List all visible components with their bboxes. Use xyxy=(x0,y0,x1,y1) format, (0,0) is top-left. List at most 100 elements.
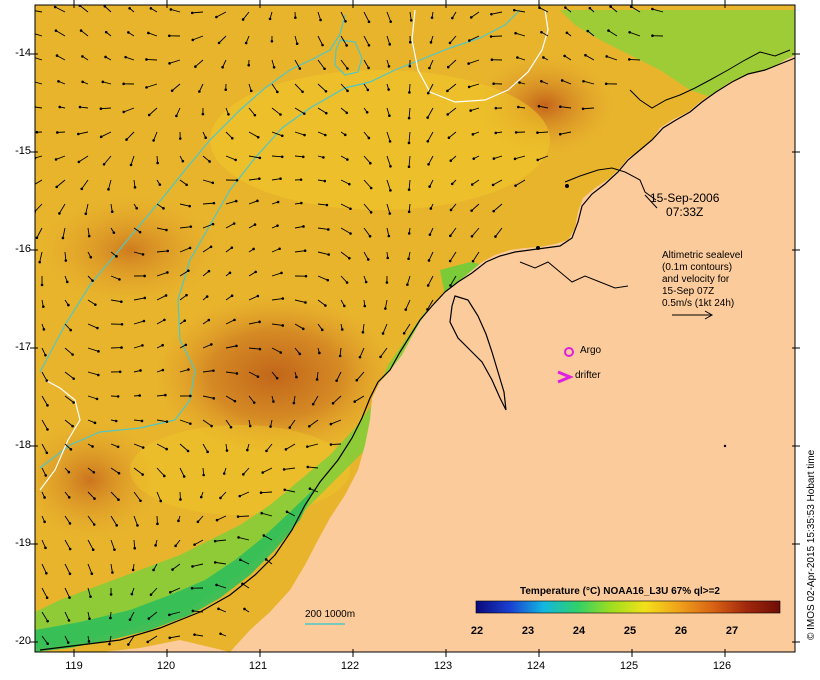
velocity-arrow xyxy=(179,203,191,208)
velocity-arrow xyxy=(271,155,284,159)
velocity-arrow xyxy=(131,563,135,572)
velocity-arrow xyxy=(202,467,205,477)
velocity-arrow xyxy=(64,467,71,474)
velocity-arrow xyxy=(168,635,181,640)
velocity-arrow xyxy=(317,251,330,256)
velocity-arrow xyxy=(156,179,162,186)
velocity-arrow xyxy=(64,587,71,599)
velocity-arrow xyxy=(340,275,349,284)
velocity-arrow xyxy=(308,419,319,428)
velocity-arrow xyxy=(156,203,165,210)
velocity-arrow xyxy=(127,635,135,646)
velocity-arrow xyxy=(363,11,371,24)
velocity-arrow xyxy=(386,11,393,23)
velocity-arrow xyxy=(317,107,328,115)
velocity-arrow xyxy=(406,275,411,286)
velocity-arrow xyxy=(110,467,121,475)
velocity-arrow xyxy=(202,369,215,373)
velocity-arrow xyxy=(335,371,342,383)
velocity-arrow xyxy=(363,203,373,214)
velocity-arrow xyxy=(110,251,118,258)
velocity-arrow xyxy=(55,54,66,61)
velocity-arrow xyxy=(104,30,112,37)
velocity-arrow xyxy=(513,155,526,161)
contour-depth-label: 200 1000m xyxy=(305,609,356,620)
velocity-arrow xyxy=(41,611,49,623)
velocity-arrow xyxy=(271,395,275,403)
velocity-arrow xyxy=(355,371,365,382)
velocity-arrow xyxy=(651,34,664,38)
velocity-arrow xyxy=(284,443,296,451)
velocity-arrow xyxy=(225,155,237,162)
velocity-arrow xyxy=(271,107,282,116)
velocity-arrow xyxy=(35,33,43,37)
velocity-arrow xyxy=(35,130,43,134)
velocity-arrow xyxy=(244,35,250,45)
velocity-arrow xyxy=(470,179,480,186)
velocity-arrow xyxy=(191,563,204,568)
velocity-arrow xyxy=(446,59,457,69)
velocity-arrow xyxy=(271,271,283,277)
velocity-arrow xyxy=(202,131,207,140)
velocity-arrow xyxy=(110,346,123,349)
velocity-arrow xyxy=(340,323,344,331)
velocity-arrow xyxy=(494,227,503,238)
velocity-arrow xyxy=(147,107,158,117)
velocity-arrow xyxy=(269,419,273,428)
velocity-arrow xyxy=(386,59,391,68)
velocity-arrow xyxy=(41,515,46,524)
velocity-arrow xyxy=(133,274,146,278)
velocity-arrow xyxy=(219,632,227,637)
velocity-arrow xyxy=(156,467,166,478)
contour-1000m xyxy=(411,9,549,103)
velocity-arrow xyxy=(402,323,411,335)
velocity-arrow xyxy=(133,344,144,349)
velocity-arrow xyxy=(243,607,250,613)
velocity-arrow xyxy=(259,491,273,494)
velocity-arrow xyxy=(149,7,158,13)
velocity-arrow xyxy=(156,491,163,503)
velocity-arrow xyxy=(448,35,457,45)
velocity-arrow xyxy=(408,83,411,94)
velocity-arrow xyxy=(651,7,664,13)
velocity-arrow xyxy=(87,347,100,353)
velocity-arrow xyxy=(468,35,480,42)
velocity-arrow xyxy=(329,419,342,426)
latitude-tick-label: -17 xyxy=(15,341,31,353)
velocity-arrow xyxy=(179,343,188,349)
velocity-arrow xyxy=(294,225,305,229)
velocity-arrow xyxy=(202,245,213,253)
velocity-arrow xyxy=(294,371,298,379)
velocity-arrow xyxy=(294,131,306,137)
velocity-arrow xyxy=(64,323,72,332)
land-mass xyxy=(100,5,795,652)
velocity-arrow xyxy=(428,179,434,188)
velocity-arrow xyxy=(64,395,75,404)
velocity-arrow xyxy=(147,31,158,37)
velocity-arrow xyxy=(64,347,74,356)
velocity-arrow xyxy=(247,59,251,67)
velocity-arrow xyxy=(386,155,392,168)
velocity-arrow xyxy=(193,633,204,637)
velocity-arrow xyxy=(87,587,92,598)
velocity-arrow xyxy=(225,318,236,325)
velocity-arrow xyxy=(99,131,112,139)
velocity-arrow xyxy=(248,395,256,404)
velocity-arrow xyxy=(494,131,503,135)
axis-ticks xyxy=(30,0,800,657)
velocity-arrow xyxy=(471,251,480,263)
velocity-arrow xyxy=(41,395,49,407)
velocity-arrow xyxy=(271,371,279,380)
drifter-marker xyxy=(557,370,574,384)
velocity-arrow xyxy=(409,11,413,22)
velocity-arrow xyxy=(41,635,49,646)
altimetry-legend: Altimetric sealevel (0.1m contours) and … xyxy=(662,250,743,310)
velocity-arrow xyxy=(363,59,370,70)
velocity-arrow xyxy=(408,35,412,44)
velocity-arrow xyxy=(317,83,328,93)
velocity-arrow xyxy=(514,179,526,187)
velocity-arrow xyxy=(201,107,205,116)
velocity-arrow xyxy=(363,35,371,47)
velocity-arrow xyxy=(156,368,165,373)
